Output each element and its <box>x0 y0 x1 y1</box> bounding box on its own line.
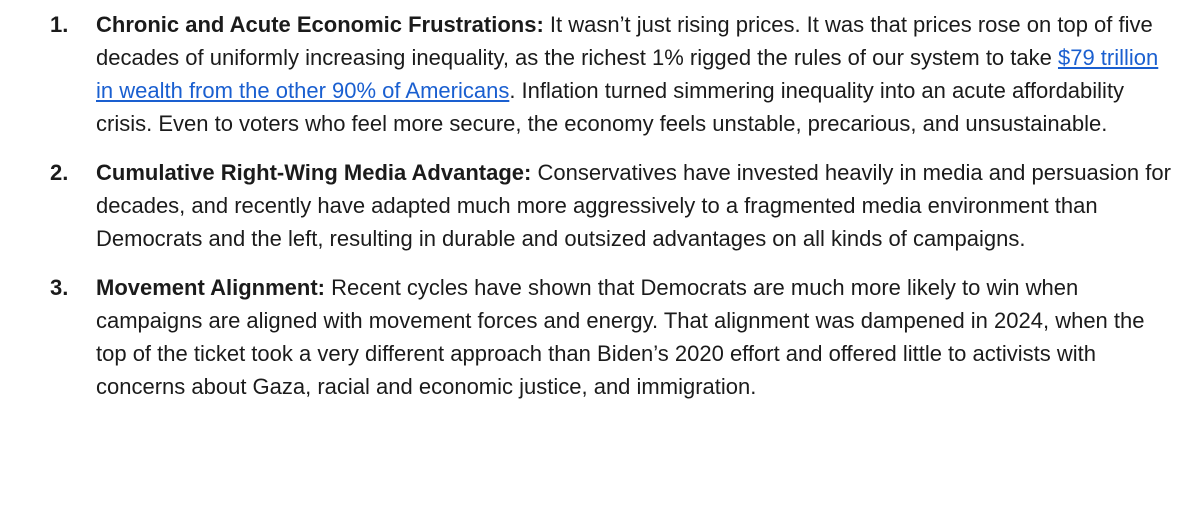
item-heading: Cumulative Right-Wing Media Advantage: <box>96 160 532 185</box>
item-text: Recent cycles have shown that Democrats … <box>96 275 1145 399</box>
list-item: 3. Movement Alignment: Recent cycles hav… <box>0 271 1178 403</box>
item-heading: Chronic and Acute Economic Frustrations: <box>96 12 544 37</box>
numbered-list: 1. Chronic and Acute Economic Frustratio… <box>0 8 1178 403</box>
inline-link[interactable]: $79 trillion in wealth from the other 90… <box>96 45 1159 103</box>
item-text: Conservatives have invested heavily in m… <box>96 160 1171 251</box>
item-number: 2. <box>50 160 69 185</box>
item-text: . Inflation turned simmering inequality … <box>96 78 1125 136</box>
item-number: 3. <box>50 275 69 300</box>
list-item: 2. Cumulative Right-Wing Media Advantage… <box>0 156 1178 255</box>
list-item: 1. Chronic and Acute Economic Frustratio… <box>0 8 1178 140</box>
item-heading: Movement Alignment: <box>96 275 325 300</box>
item-text: It wasn’t just rising prices. It was tha… <box>96 12 1153 70</box>
item-number: 1. <box>50 12 69 37</box>
